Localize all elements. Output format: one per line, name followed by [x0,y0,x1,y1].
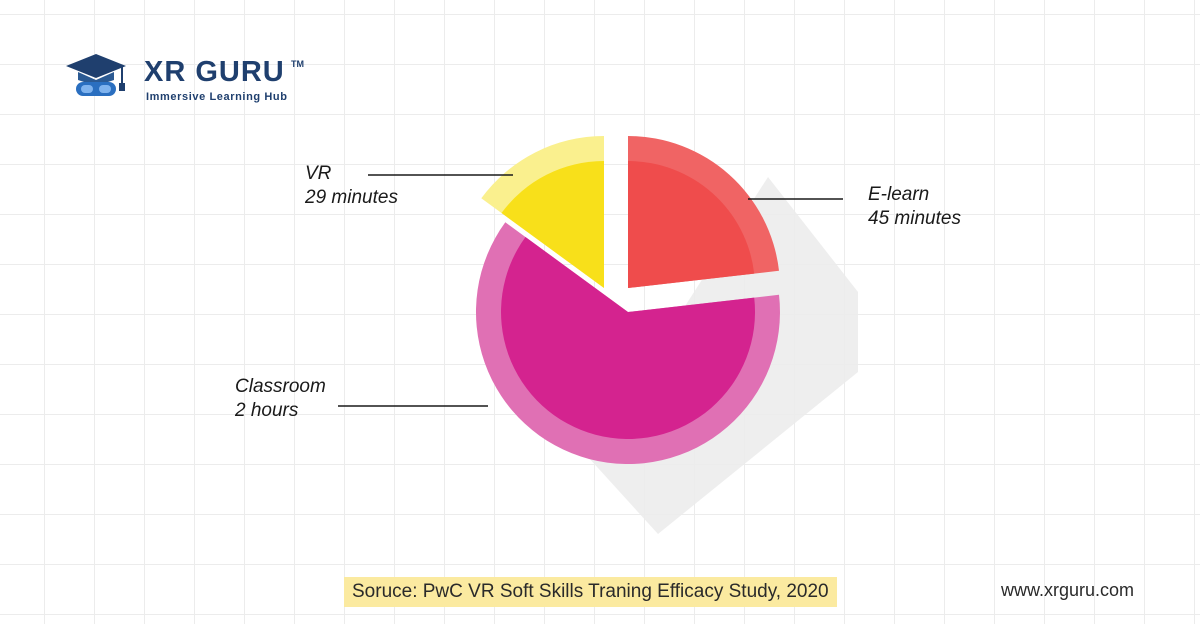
brand-logo: XR GURU TM Immersive Learning Hub [62,50,322,106]
data-label-vr: VR 29 minutes [305,162,398,210]
graduation-cap-icon [66,54,126,96]
label-vr-category: VR [305,163,332,184]
pie-slice-e-learn [628,161,755,288]
label-elearn-category: E-learn [868,184,930,205]
source-citation: Soruce: PwC VR Soft Skills Traning Effic… [344,577,837,607]
label-classroom-value: 2 hours [235,400,299,421]
website-link[interactable]: www.xrguru.com [1001,580,1135,600]
brand-trademark: TM [291,59,304,69]
brand-tagline: Immersive Learning Hub [146,91,288,103]
label-classroom-category: Classroom [235,376,326,397]
pie-slice-classroom [501,237,756,439]
data-label-classroom: Classroom 2 hours [235,375,326,423]
label-elearn-value: 45 minutes [868,208,961,229]
brand-name: XR GURU [144,56,285,88]
pie-slice-vr [501,160,604,288]
label-vr-value: 29 minutes [305,187,398,208]
data-label-elearn: E-learn 45 minutes [868,183,961,231]
